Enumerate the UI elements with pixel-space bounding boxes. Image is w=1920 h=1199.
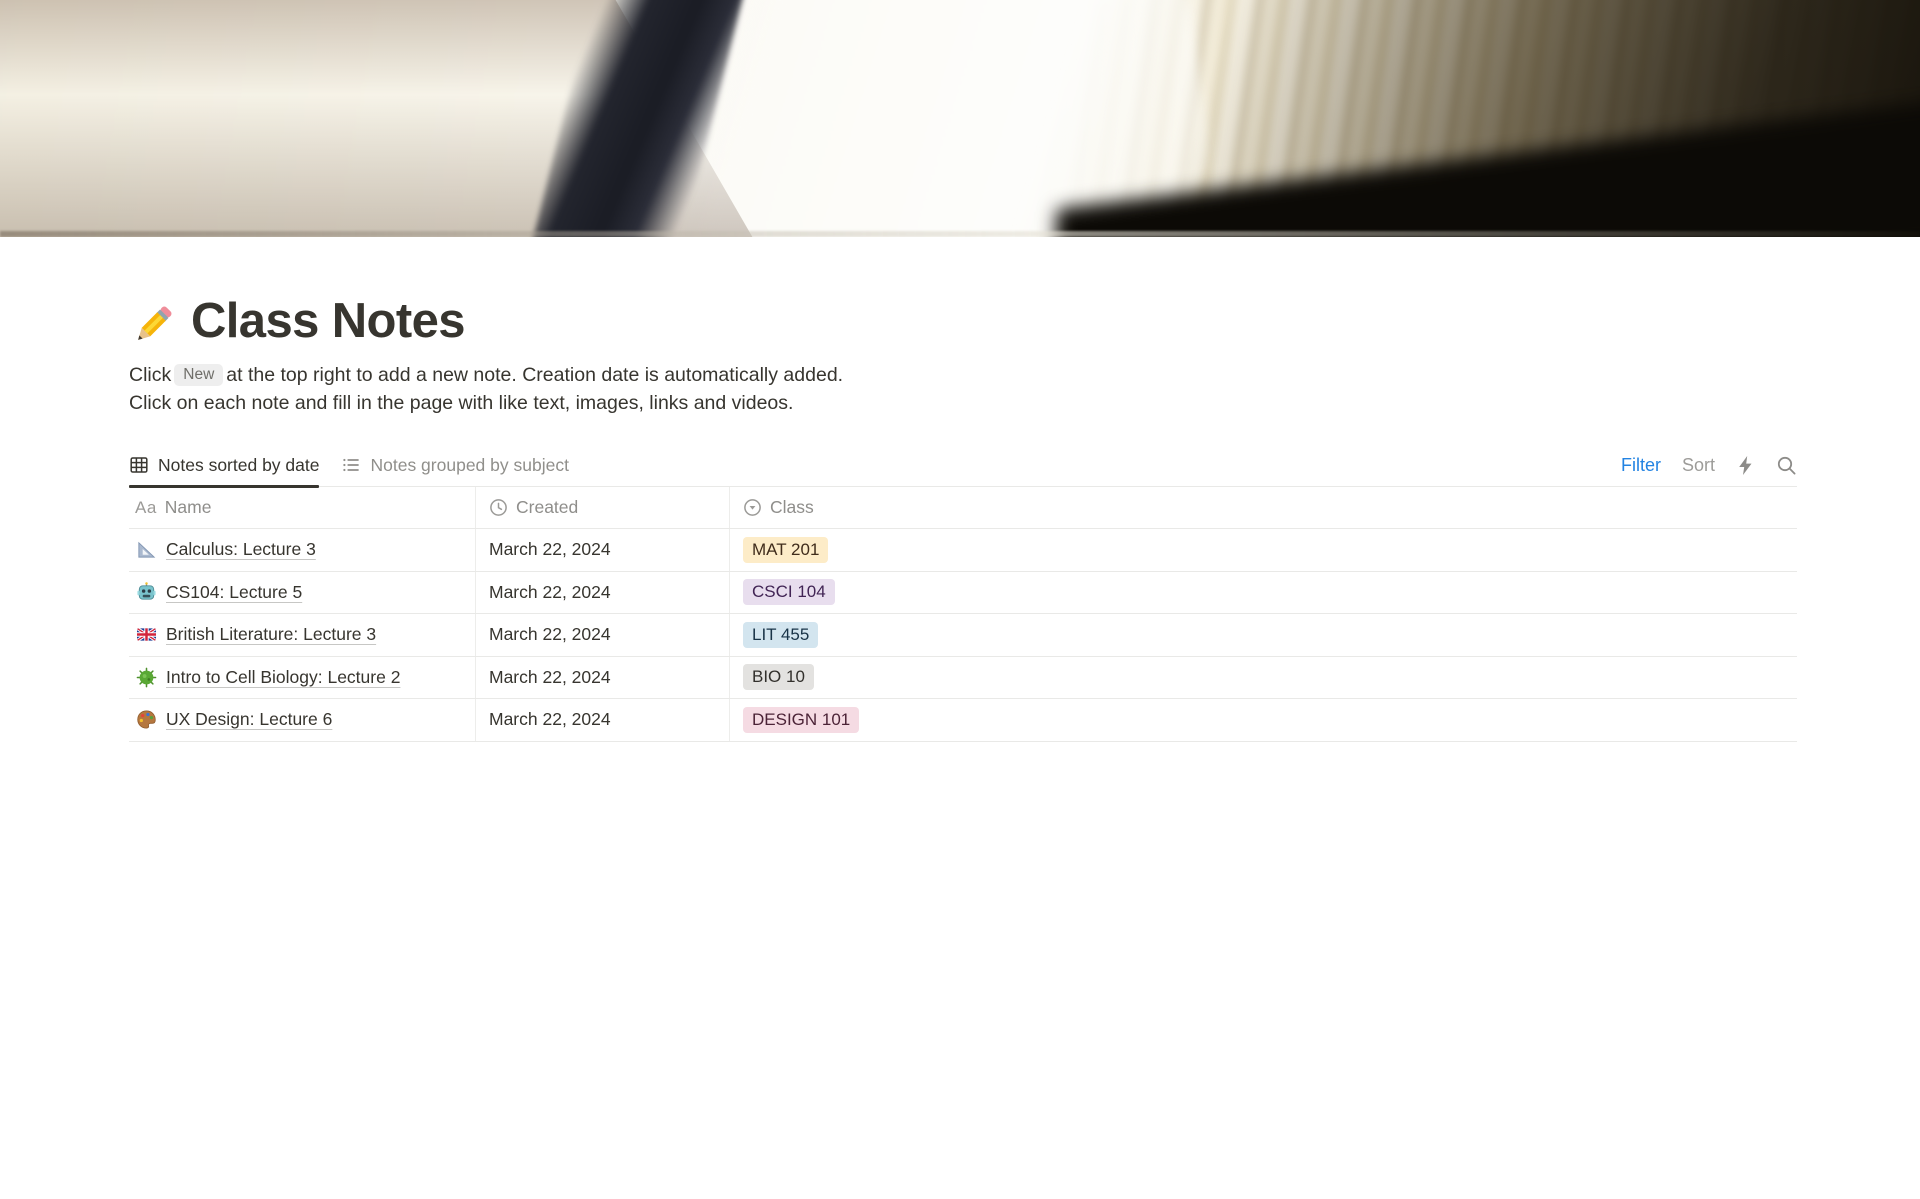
pencil-emoji	[129, 301, 177, 349]
name-cell: CS104: Lecture 5	[129, 571, 476, 613]
name-cell: Intro to Cell Biology: Lecture 2	[129, 656, 476, 698]
class-tag: MAT 201	[743, 536, 829, 563]
bolt-icon[interactable]	[1736, 455, 1755, 476]
search-icon[interactable]	[1776, 455, 1797, 476]
cover-image	[0, 0, 1920, 237]
column-label: Created	[516, 497, 579, 517]
name-cell: Calculus: Lecture 3	[129, 529, 476, 571]
column-label: Name	[164, 497, 212, 517]
description-line2: Click on each note and fill in the page …	[129, 391, 794, 414]
sort-button[interactable]: Sort	[1681, 454, 1715, 475]
column-header-created[interactable]: Created	[476, 487, 730, 528]
class-cell: BIO 10	[730, 657, 1797, 699]
note-link[interactable]: Calculus: Lecture 3	[166, 539, 316, 560]
class-tag: BIO 10	[743, 664, 814, 691]
notes-table: Aa Name Created Class Calculus: Lecture …	[129, 487, 1797, 742]
uk-flag-emoji	[135, 623, 158, 646]
table-row[interactable]: Intro to Cell Biology: Lecture 2 March 2…	[129, 656, 1797, 699]
filter-button[interactable]: Filter	[1620, 454, 1661, 475]
description-line1-before: Click	[129, 364, 172, 386]
created-cell: March 22, 2024	[476, 614, 730, 656]
active-tab-underline	[129, 484, 320, 488]
created-cell: March 22, 2024	[476, 656, 730, 698]
tab-label: Notes sorted by date	[158, 454, 320, 475]
class-cell: DESIGN 101	[730, 699, 1797, 741]
table-body: Calculus: Lecture 3 March 22, 2024 MAT 2…	[129, 529, 1797, 742]
robot-emoji	[135, 581, 158, 604]
name-cell: British Literature: Lecture 3	[129, 614, 476, 656]
note-link[interactable]: Intro to Cell Biology: Lecture 2	[166, 666, 401, 687]
view-bar: Notes sorted by date Notes grouped by su…	[129, 444, 1797, 488]
tab-label: Notes grouped by subject	[370, 454, 569, 475]
microbe-emoji	[135, 666, 158, 689]
new-button-mention: New	[174, 364, 224, 386]
note-link[interactable]: UX Design: Lecture 6	[166, 709, 333, 730]
class-tag: CSCI 104	[743, 579, 835, 606]
class-cell: MAT 201	[730, 529, 1797, 571]
list-view-icon	[341, 455, 361, 475]
table-row[interactable]: Calculus: Lecture 3 March 22, 2024 MAT 2…	[129, 529, 1797, 572]
clock-icon	[489, 498, 508, 517]
tab-notes-grouped-by-subject[interactable]: Notes grouped by subject	[341, 444, 569, 486]
palette-emoji	[135, 708, 158, 731]
triangle-ruler-emoji	[135, 538, 158, 561]
view-actions: Filter Sort	[1621, 455, 1797, 476]
column-label: Class	[770, 497, 814, 517]
class-tag: DESIGN 101	[743, 706, 860, 733]
column-header-name[interactable]: Aa Name	[129, 487, 476, 528]
tab-notes-sorted-by-date[interactable]: Notes sorted by date	[129, 444, 320, 488]
note-link[interactable]: British Literature: Lecture 3	[166, 624, 377, 645]
class-cell: CSCI 104	[730, 572, 1797, 614]
table-row[interactable]: British Literature: Lecture 3 March 22, …	[129, 614, 1797, 657]
created-cell: March 22, 2024	[476, 529, 730, 571]
description-line1-after: at the top right to add a new note. Crea…	[226, 364, 844, 386]
select-property-icon	[743, 498, 762, 517]
class-tag: LIT 455	[743, 621, 819, 648]
class-cell: LIT 455	[730, 614, 1797, 656]
name-cell: UX Design: Lecture 6	[129, 699, 476, 741]
table-header-row: Aa Name Created Class	[129, 487, 1797, 529]
page-title: Class Notes	[191, 294, 466, 349]
created-cell: March 22, 2024	[476, 571, 730, 613]
cover-bottom-edge	[0, 231, 1920, 237]
table-view-icon	[129, 455, 149, 475]
page-description: Click New at the top right to add a new no…	[129, 362, 1797, 417]
created-cell: March 22, 2024	[476, 699, 730, 741]
table-row[interactable]: UX Design: Lecture 6 March 22, 2024 DESI…	[129, 699, 1797, 742]
table-row[interactable]: CS104: Lecture 5 March 22, 2024 CSCI 104	[129, 571, 1797, 614]
page-header: Class Notes	[129, 291, 1797, 349]
column-header-class[interactable]: Class	[730, 487, 1797, 528]
text-type-icon: Aa	[135, 497, 157, 517]
note-link[interactable]: CS104: Lecture 5	[166, 581, 303, 602]
